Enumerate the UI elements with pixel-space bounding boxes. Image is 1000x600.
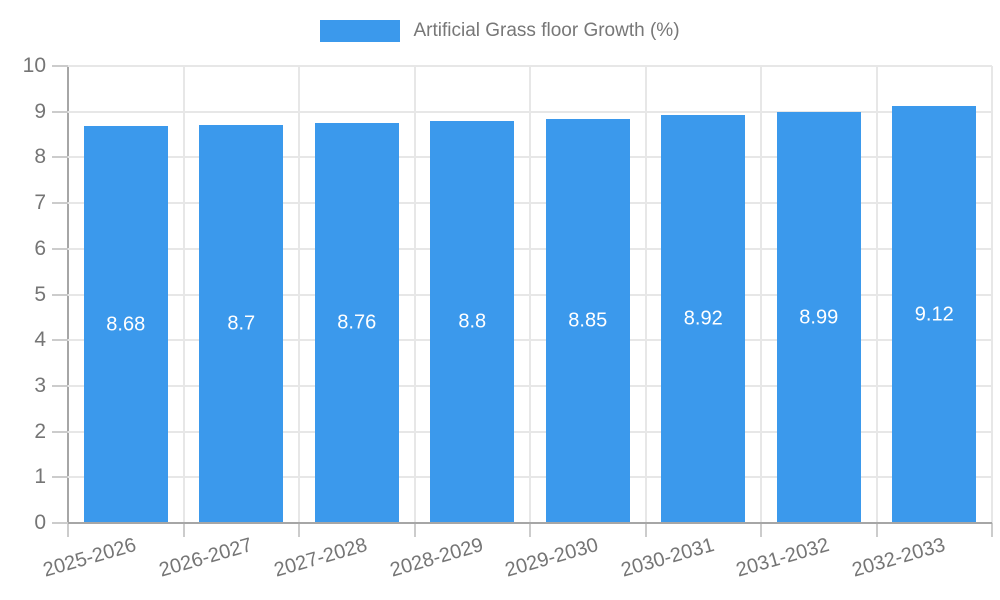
bar-value-label: 8.68 xyxy=(106,313,146,336)
y-axis-tick-mark xyxy=(52,522,68,524)
y-axis-tick-label: 6 xyxy=(34,236,46,260)
vertical-gridline xyxy=(760,66,762,523)
y-axis-tick-mark xyxy=(52,156,68,159)
x-axis-tick-label: 2028-2029 xyxy=(387,534,486,582)
y-axis-tick-mark xyxy=(52,293,68,296)
bar-2031-2032[interactable]: 8.99 xyxy=(776,112,861,523)
bar-value-label: 8.7 xyxy=(227,312,256,335)
legend-swatch xyxy=(320,20,401,42)
y-axis-tick-label: 3 xyxy=(34,373,46,397)
vertical-gridline xyxy=(991,66,993,523)
bar-value-label: 8.8 xyxy=(458,310,487,333)
x-axis-tick-label: 2030-2031 xyxy=(618,534,717,582)
x-axis-tick-label: 2025-2026 xyxy=(40,534,139,582)
y-axis-tick-mark xyxy=(52,339,68,342)
bar-2032-2033[interactable]: 9.12 xyxy=(892,106,977,523)
x-axis-tick-mark xyxy=(67,523,69,537)
legend[interactable]: Artificial Grass floor Growth (%) xyxy=(0,20,1000,42)
bar-value-label: 8.92 xyxy=(683,307,723,330)
y-axis-tick-label: 10 xyxy=(22,54,46,77)
bar-value-label: 8.85 xyxy=(568,309,608,332)
vertical-gridline xyxy=(298,66,300,523)
vertical-gridline xyxy=(644,66,647,523)
x-axis-tick-label: 2026-2027 xyxy=(156,534,255,582)
y-axis-tick-mark xyxy=(52,65,68,67)
y-axis-tick-label: 2 xyxy=(34,419,46,443)
bar-value-label: 9.12 xyxy=(914,303,954,326)
x-axis-tick-mark xyxy=(991,523,993,537)
vertical-gridline xyxy=(413,66,416,523)
bar-2025-2026[interactable]: 8.68 xyxy=(83,126,168,523)
x-axis-tick-mark xyxy=(644,523,647,537)
x-axis-tick-mark xyxy=(182,523,185,537)
y-axis-tick-mark xyxy=(52,430,68,433)
x-axis-tick-label: 2027-2028 xyxy=(271,534,370,582)
bar-value-label: 8.99 xyxy=(799,306,839,329)
y-axis-tick-mark xyxy=(52,384,68,387)
bar-2027-2028[interactable]: 8.76 xyxy=(314,122,399,523)
y-axis-tick-mark xyxy=(52,476,68,479)
bar-2029-2030[interactable]: 8.85 xyxy=(545,118,630,523)
x-axis-tick-mark xyxy=(298,523,300,537)
y-axis-tick-mark xyxy=(52,202,68,205)
y-axis-tick-label: 8 xyxy=(34,145,46,169)
vertical-gridline xyxy=(529,66,531,523)
vertical-gridline xyxy=(875,66,878,523)
x-axis-line xyxy=(68,522,992,524)
y-axis-tick-label: 9 xyxy=(34,99,46,123)
y-axis-tick-label: 7 xyxy=(34,191,46,215)
bar-2030-2031[interactable]: 8.92 xyxy=(661,115,746,523)
x-axis-tick-label: 2029-2030 xyxy=(502,534,601,582)
y-axis-tick-label: 4 xyxy=(34,328,46,352)
y-axis-tick-label: 1 xyxy=(34,465,46,489)
plot-area: 8.68 8.7 8.76 8.8 8.85 8.92 8.99 9.12 xyxy=(68,65,993,523)
y-axis-tick-mark xyxy=(52,247,68,250)
x-axis-tick-mark xyxy=(760,523,762,537)
bar-2028-2029[interactable]: 8.8 xyxy=(430,120,515,523)
y-axis-tick-mark xyxy=(52,110,68,113)
bar-value-label: 8.76 xyxy=(337,311,377,334)
legend-label: Artificial Grass floor Growth (%) xyxy=(413,20,680,41)
y-axis-tick-label: 0 xyxy=(34,511,46,534)
x-axis-tick-mark xyxy=(413,523,416,537)
bar-2026-2027[interactable]: 8.7 xyxy=(199,125,284,523)
y-axis-tick-label: 5 xyxy=(34,282,46,306)
x-axis-tick-label: 2031-2032 xyxy=(733,534,832,582)
vertical-gridline xyxy=(182,66,185,523)
x-axis-tick-mark xyxy=(529,523,531,537)
x-axis-tick-label: 2032-2033 xyxy=(849,534,948,582)
x-axis-tick-mark xyxy=(875,523,878,537)
